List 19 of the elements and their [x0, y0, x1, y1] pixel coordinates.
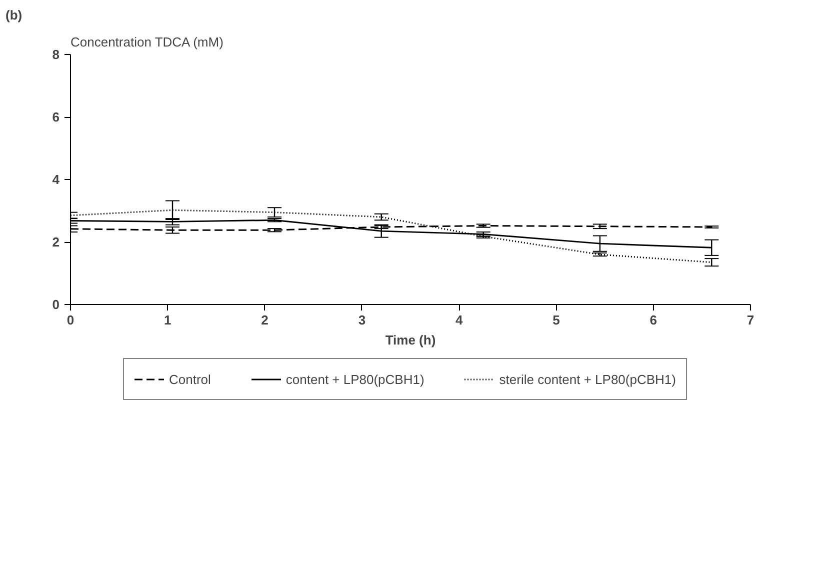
legend-label: Control [168, 372, 211, 386]
legend-label: sterile content + LP80(pCBH1) [499, 372, 676, 386]
y-tick-label: 0 [52, 297, 60, 312]
x-axis-title: Time (h) [385, 332, 436, 348]
y-axis-title: Concentration TDCA (mM) [70, 34, 224, 50]
x-tick-label: 7 [746, 312, 754, 328]
y-tick-label: 8 [52, 47, 60, 62]
x-tick-label: 5 [552, 312, 560, 328]
x-tick-label: 4 [455, 312, 464, 328]
x-tick-label: 2 [261, 312, 268, 328]
text: (b) [6, 8, 22, 22]
y-tick-label: 4 [52, 172, 60, 187]
y-tick-label: 2 [52, 234, 60, 250]
x-tick-label: 3 [358, 312, 366, 328]
y-tick-label: 6 [52, 110, 60, 124]
legend-label: content + LP80(pCBH1) [286, 372, 424, 386]
x-tick-label: 0 [66, 312, 74, 328]
x-tick-label: 6 [650, 312, 657, 328]
x-tick-label: 1 [164, 312, 172, 328]
